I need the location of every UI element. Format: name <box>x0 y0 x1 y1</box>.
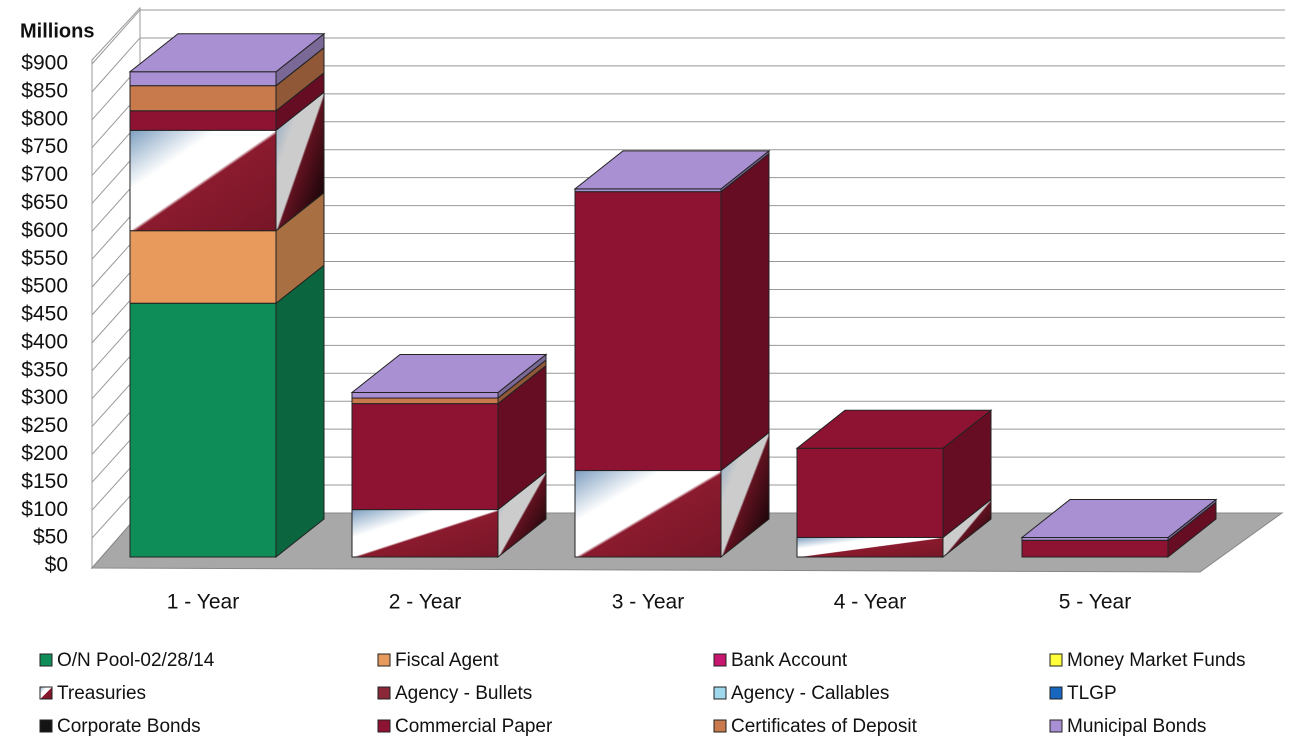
y-tick-label: $50 <box>33 526 68 549</box>
y-tick-label: $100 <box>21 498 68 521</box>
bar-segment <box>1021 539 1169 558</box>
y-tick-label: $250 <box>21 414 68 437</box>
bar-side <box>720 152 770 472</box>
y-axis-title: Millions <box>20 20 94 42</box>
legend-swatch <box>377 719 391 733</box>
bar-segment <box>129 129 277 232</box>
x-tick-label: 3 - Year <box>612 591 684 614</box>
bar-segment <box>351 397 499 405</box>
y-tick-label: $400 <box>21 330 68 353</box>
legend-label: Municipal Bonds <box>1067 716 1206 737</box>
legend-swatch <box>713 653 727 667</box>
y-tick-label: $750 <box>21 135 68 158</box>
y-tick-label: $450 <box>21 303 68 326</box>
x-tick-label: 5 - Year <box>1059 591 1131 614</box>
legend-swatch <box>39 719 53 733</box>
grid-line <box>91 9 1285 65</box>
y-tick-label: $500 <box>21 275 68 298</box>
legend-label: Agency - Bullets <box>395 683 532 704</box>
legend-label: Certificates of Deposit <box>731 716 918 737</box>
legend-swatch <box>1049 686 1063 700</box>
y-tick-label: $650 <box>21 191 68 214</box>
bar-top <box>1020 498 1218 538</box>
bar-segment <box>574 191 722 472</box>
bar-segment <box>129 302 277 558</box>
legend-label: Agency - Callables <box>731 683 889 704</box>
legend-swatch <box>377 653 391 667</box>
legend: O/N Pool-02/28/14 Fiscal Agent Bank Accoun… <box>39 650 1245 737</box>
y-tick-label: $800 <box>21 107 68 130</box>
y-tick-label: $0 <box>45 554 68 577</box>
bar-segment <box>129 230 277 304</box>
y-tick-label: $600 <box>21 219 68 242</box>
legend-label: Corporate Bonds <box>57 716 201 737</box>
legend-swatch <box>39 653 53 667</box>
bar-top <box>573 150 771 190</box>
legend-label: TLGP <box>1067 683 1117 704</box>
legend-swatch <box>1049 719 1063 733</box>
bar-segment <box>129 110 277 131</box>
bar-segment <box>351 509 499 558</box>
legend-label: Commercial Paper <box>395 716 553 737</box>
legend-swatch <box>713 686 727 700</box>
bar-segment <box>796 447 944 538</box>
bar-segment <box>129 71 277 87</box>
bar-top <box>128 33 326 73</box>
x-tick-label: 4 - Year <box>834 591 906 614</box>
x-tick-label: 2 - Year <box>389 591 461 614</box>
legend-label: Money Market Funds <box>1067 650 1245 671</box>
y-tick-label: $350 <box>21 358 68 381</box>
bar-side <box>275 264 325 559</box>
y-tick-label: $850 <box>21 79 68 102</box>
legend-swatch <box>39 686 53 700</box>
y-tick-label: $300 <box>21 386 68 409</box>
legend-swatch <box>1049 653 1063 667</box>
x-tick-label: 1 - Year <box>167 591 239 614</box>
legend-label: Fiscal Agent <box>395 650 499 671</box>
legend-label: O/N Pool-02/28/14 <box>57 650 215 671</box>
legend-label: Bank Account <box>731 650 848 671</box>
bar-segment <box>574 470 722 558</box>
y-tick-label: $550 <box>21 247 68 270</box>
bar-segment <box>351 403 499 511</box>
grid-line <box>91 37 1285 93</box>
bar-top <box>350 353 548 393</box>
legend-swatch <box>377 686 391 700</box>
bar-segment <box>351 391 499 399</box>
bar-top <box>795 409 993 449</box>
legend-swatch <box>713 719 727 733</box>
y-tick-label: $200 <box>21 442 68 465</box>
y-tick-label: $900 <box>21 52 68 75</box>
y-tick-label: $700 <box>21 163 68 186</box>
legend-label: Treasuries <box>57 683 146 704</box>
bar-segment <box>796 536 944 558</box>
y-tick-label: $150 <box>21 470 68 493</box>
bar-segment <box>129 85 277 112</box>
